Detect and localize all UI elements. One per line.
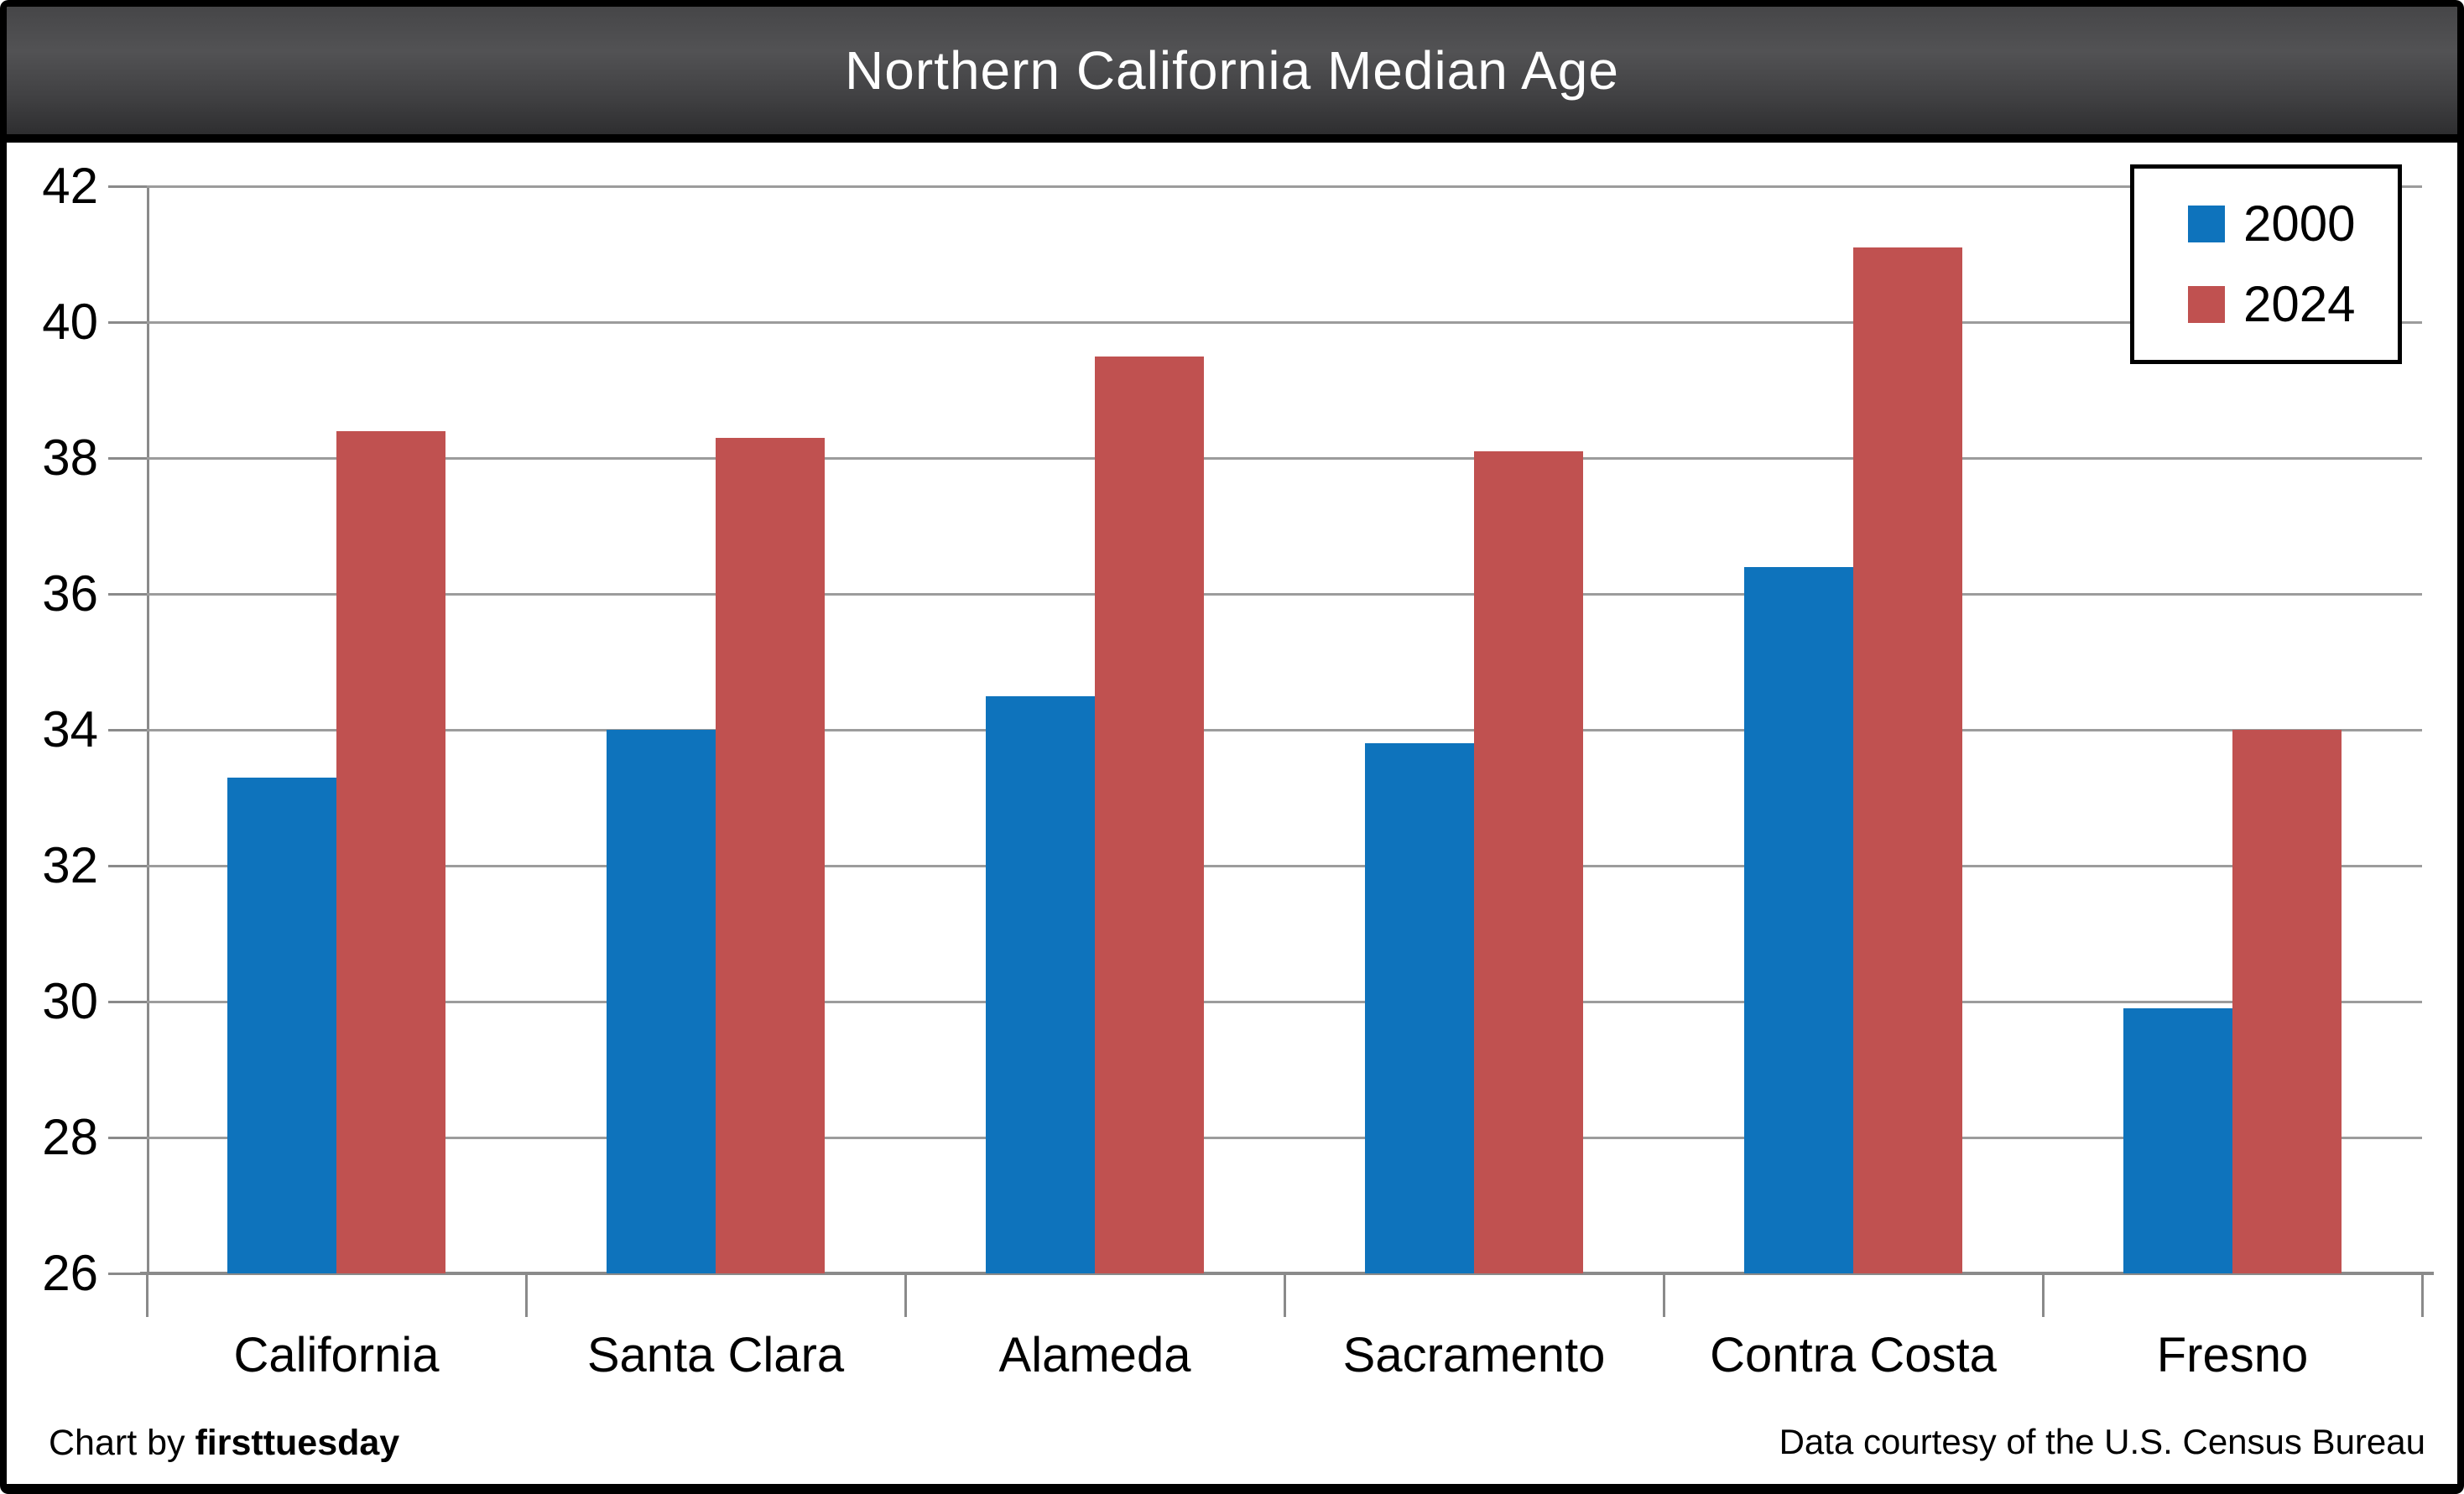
legend-label-2000: 2000 [2243,195,2356,252]
chart-title: Northern California Median Age [845,40,1619,101]
credit-left: Chart by firsttuesday [49,1423,399,1464]
chart-region: 2000 2024 26 28 30 32 34 36 38 40 42 California San… [7,143,2457,1484]
category-label-alameda: Alameda [998,1328,1191,1382]
y-axis-label-32: 32 [42,837,98,893]
y-tick-42 [108,185,147,188]
category-group-contra-costa [1664,186,2043,1273]
bar-2000-fresno [2123,1008,2232,1273]
y-axis-label-28: 28 [42,1109,98,1165]
chart-title-bar: Northern California Median Age [7,7,2457,143]
y-axis-label-40: 40 [42,294,98,350]
bar-2000-santa-clara [607,730,716,1273]
y-tick-26 [108,1273,147,1275]
bar-2024-fresno [2232,730,2342,1273]
category-label-santa-clara: Santa Clara [586,1328,845,1382]
gridline-30 [147,1001,2422,1003]
y-axis-label-42: 42 [42,158,98,214]
x-axis-line [140,1272,2434,1275]
category-group-fresno [2043,186,2422,1273]
gridline-32 [147,865,2422,867]
category-boundary-tick-5 [2042,1273,2045,1317]
bar-2000-sacramento [1365,743,1474,1273]
category-boundary-tick-3 [1284,1273,1286,1317]
bar-2024-california [336,430,445,1273]
legend: 2000 2024 [2130,164,2402,364]
credit-prefix: Chart by [49,1423,195,1463]
y-axis-label-26: 26 [42,1245,98,1301]
legend-label-2024: 2024 [2243,276,2356,332]
credit-brand: firsttuesday [195,1423,400,1463]
category-label-sacramento: Sacramento [1342,1328,1606,1382]
category-boundary-tick-6 [2421,1273,2424,1317]
gridline-28 [147,1137,2422,1139]
y-tick-32 [108,865,147,867]
y-axis-label-38: 38 [42,429,98,486]
category-label-fresno: Fresno [2156,1328,2309,1382]
category-boundary-tick-2 [904,1273,907,1317]
y-tick-28 [108,1137,147,1139]
y-tick-40 [108,321,147,324]
y-axis-label-36: 36 [42,565,98,622]
gridline-40 [147,321,2422,324]
category-boundary-tick-0 [146,1273,148,1317]
gridline-42 [147,185,2422,188]
bar-2000-contra-costa [1744,566,1853,1273]
category-group-alameda [905,186,1284,1273]
category-label-california: California [233,1328,440,1382]
legend-entry-2000: 2000 [2188,199,2398,249]
category-group-sacramento [1284,186,1664,1273]
y-tick-30 [108,1001,147,1003]
gridline-34 [147,729,2422,731]
legend-swatch-2024 [2188,286,2225,323]
y-tick-34 [108,729,147,731]
category-group-california [147,186,526,1273]
legend-entry-2024: 2024 [2188,279,2398,330]
gridline-38 [147,457,2422,460]
y-axis-label-30: 30 [42,973,98,1029]
category-boundary-tick-1 [524,1273,528,1317]
bar-2000-alameda [986,695,1095,1273]
bar-2000-california [227,777,336,1273]
credit-data-source: Data courtesy of the U.S. Census Bureau [1779,1422,2425,1461]
y-tick-38 [108,457,147,460]
category-boundary-tick-4 [1662,1273,1665,1317]
bar-2024-sacramento [1474,450,1583,1273]
y-tick-36 [108,593,147,596]
bar-2024-santa-clara [716,437,825,1273]
category-group-santa-clara [526,186,905,1273]
plot-area: 2000 2024 26 28 30 32 34 36 38 40 42 California San… [42,158,2434,1382]
y-axis-label-34: 34 [42,701,98,757]
gridline-36 [147,593,2422,596]
bar-2024-contra-costa [1853,247,1962,1273]
legend-swatch-2000 [2188,206,2225,242]
category-label-contra-costa: Contra Costa [1710,1328,1997,1382]
bar-2024-alameda [1095,356,1204,1273]
